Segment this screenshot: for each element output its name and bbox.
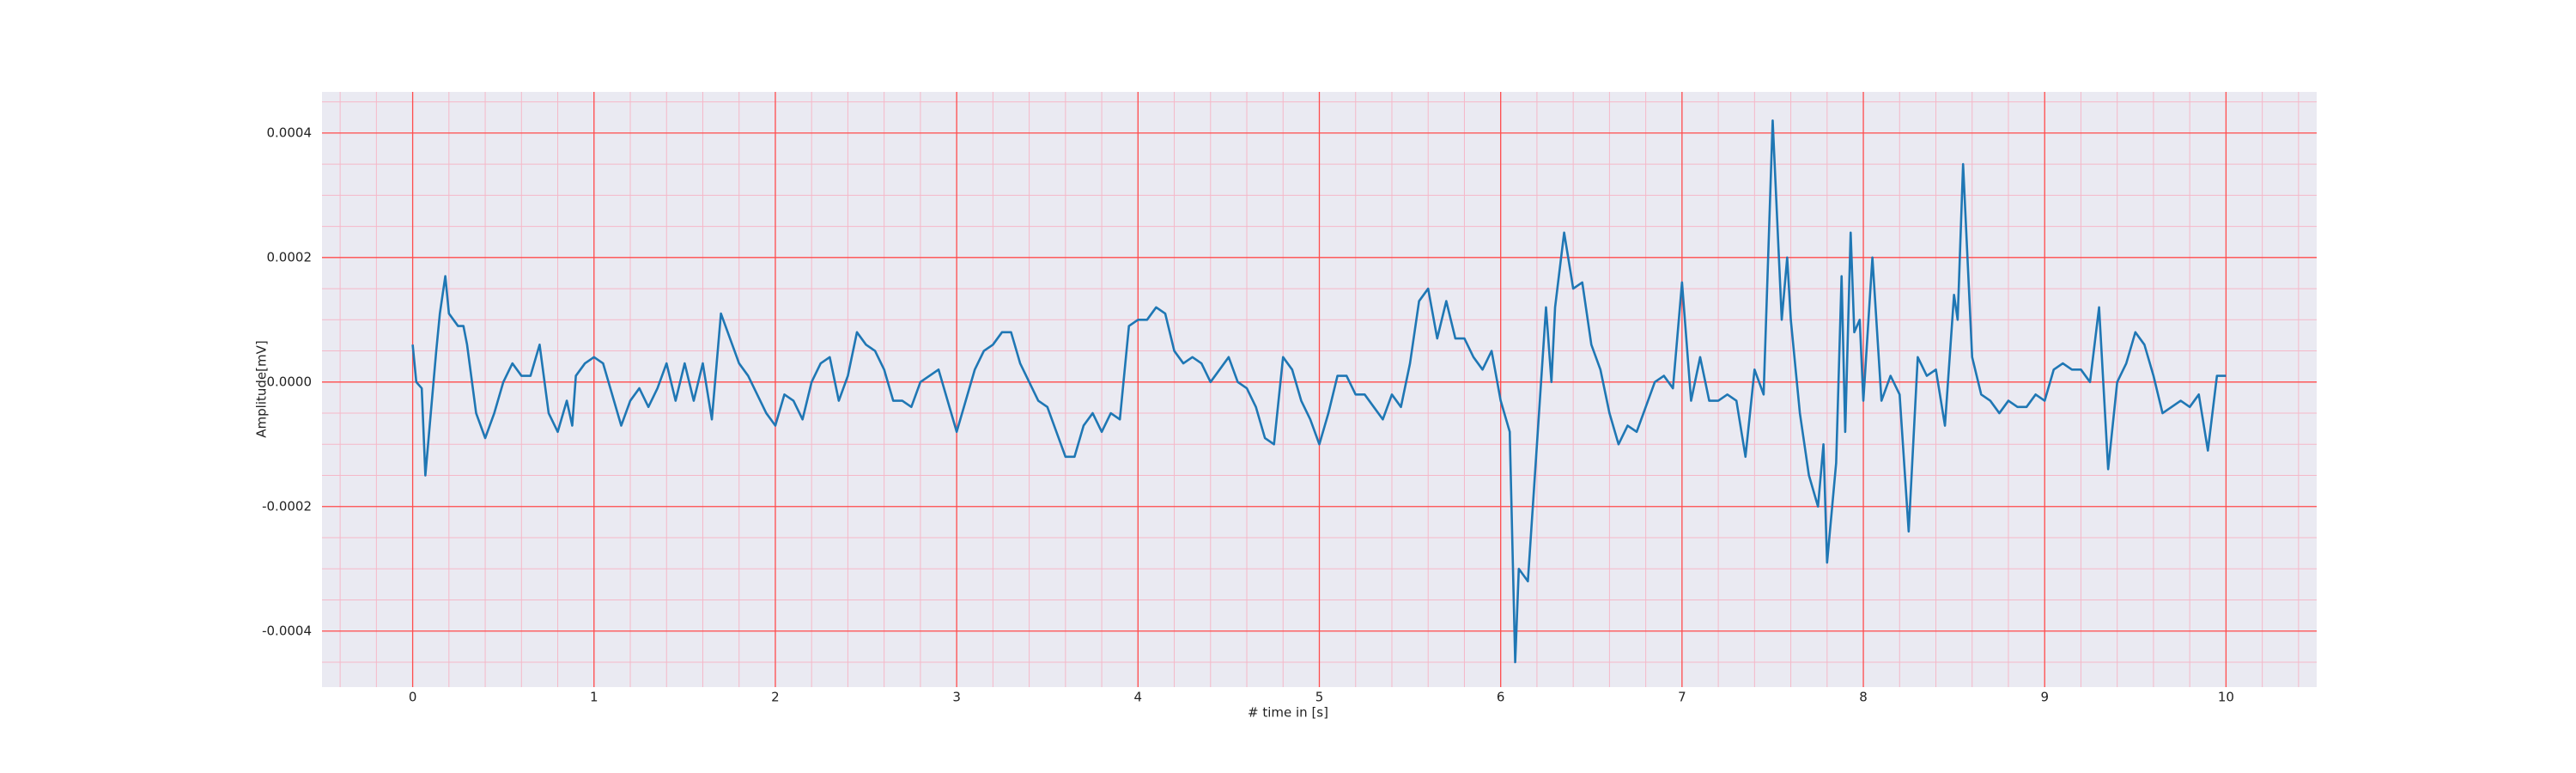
x-tick-label: 4 bbox=[1134, 690, 1143, 705]
y-tick-label: 0.0002 bbox=[267, 249, 313, 265]
y-tick-label: 0.0004 bbox=[267, 125, 313, 140]
y-tick-label: 0.0000 bbox=[267, 374, 313, 389]
x-tick-label: 1 bbox=[590, 690, 598, 705]
x-tick-label: 2 bbox=[771, 690, 780, 705]
y-tick-label: -0.0004 bbox=[262, 623, 312, 638]
x-tick-label: 0 bbox=[409, 690, 417, 705]
y-tick-label: -0.0002 bbox=[262, 498, 312, 514]
x-axis-label: # time in [s] bbox=[1248, 705, 1328, 721]
x-tick-label: 5 bbox=[1315, 690, 1324, 705]
y-axis-label: Amplitude[mV] bbox=[254, 340, 270, 437]
x-tick-label: 10 bbox=[2218, 690, 2234, 705]
x-tick-label: 7 bbox=[1678, 690, 1686, 705]
x-tick-label: 3 bbox=[952, 690, 961, 705]
x-tick-label: 9 bbox=[2040, 690, 2049, 705]
x-tick-label: 6 bbox=[1497, 690, 1505, 705]
signal-line bbox=[411, 119, 2227, 664]
x-tick-label: 8 bbox=[1859, 690, 1868, 705]
